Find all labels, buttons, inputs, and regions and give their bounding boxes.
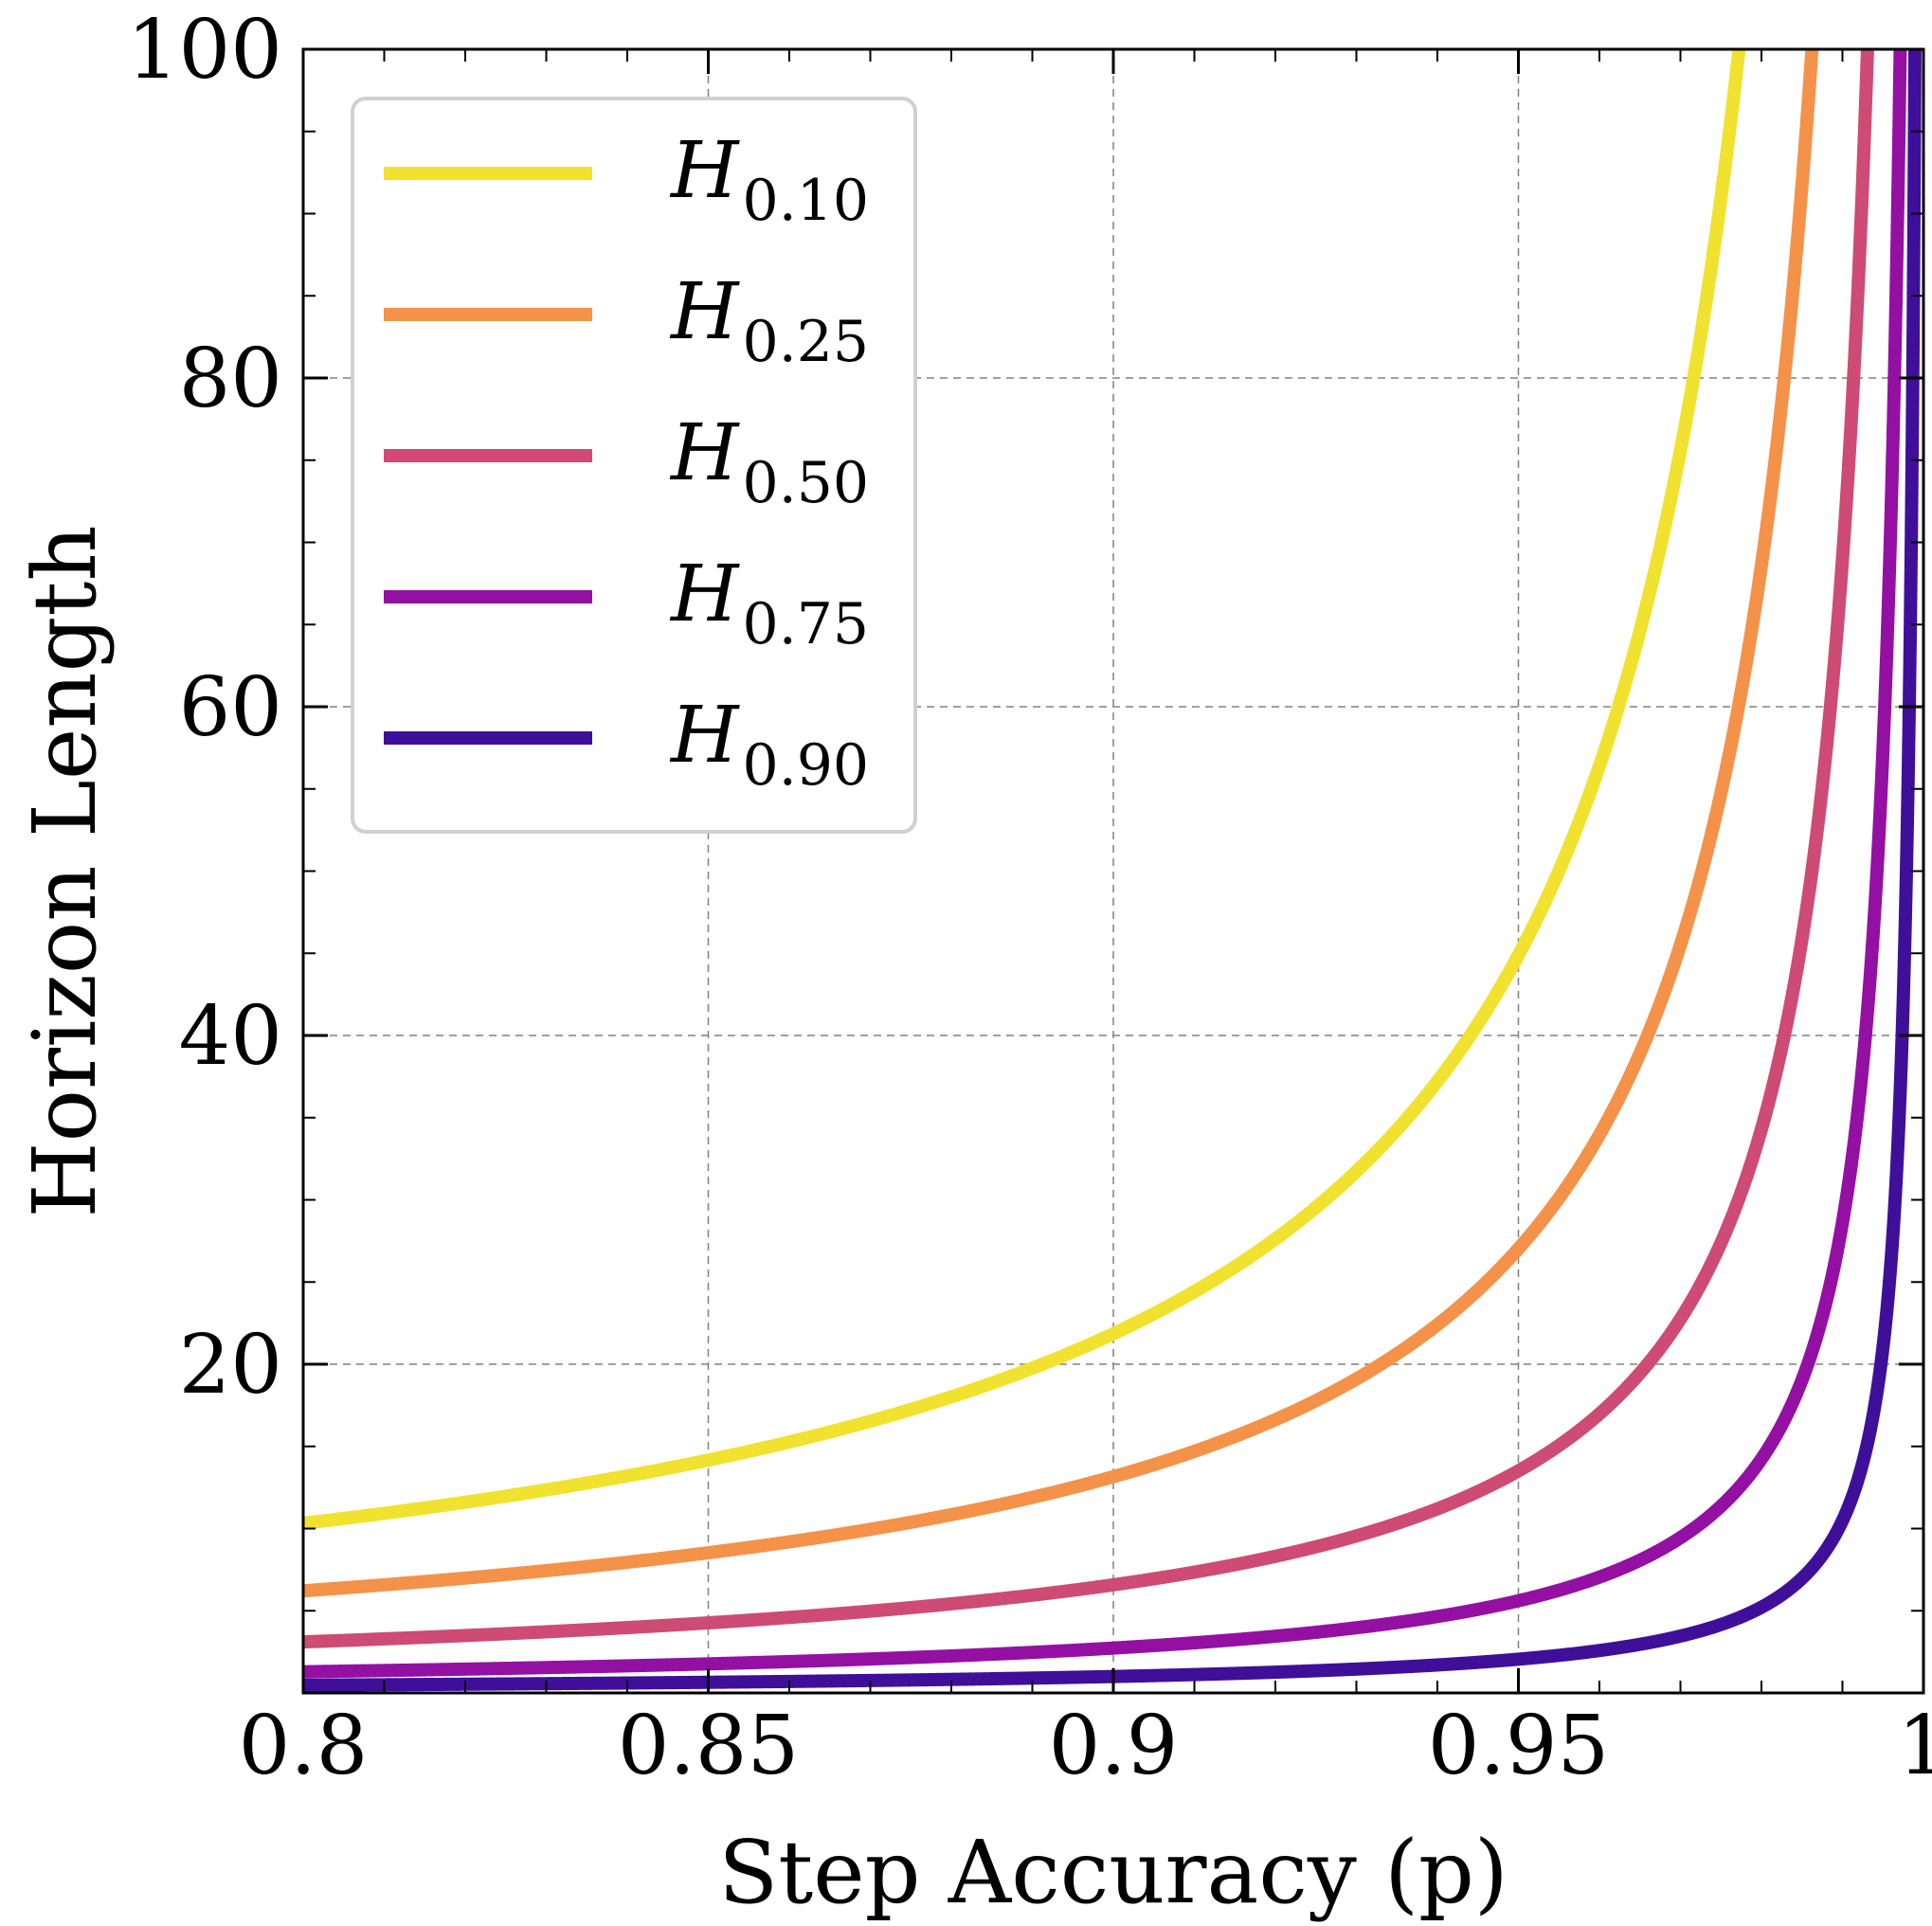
y-tick-label: 20 [179, 1318, 282, 1413]
legend-label-0-75: H0.75 [669, 549, 869, 657]
y-axis-title: Horizon Length [14, 525, 116, 1217]
legend: H0.10 H0.25 H0.50 H0.75 H0.90 [351, 97, 917, 834]
x-tick-label: 0.95 [1428, 1699, 1609, 1793]
y-tick-label: 80 [179, 332, 282, 426]
legend-label-0-10: H0.10 [669, 126, 869, 234]
ticks [301, 47, 1925, 1693]
legend-box [351, 97, 917, 834]
series-line-0-90 [303, 49, 1922, 1692]
tick-labels: 0.8 0.85 0.9 0.95 1 20 40 60 80 100 [127, 3, 1932, 1793]
y-tick-label: 100 [127, 3, 282, 98]
series-line-0-25 [303, 49, 1819, 1598]
legend-label-0-90: H0.90 [669, 691, 869, 799]
series-line-0-75 [303, 49, 1907, 1679]
x-axis-title: Step Accuracy (p) [718, 1822, 1508, 1923]
series-line-0-10 [303, 49, 1746, 1530]
legend-label-0-25: H0.25 [669, 267, 869, 375]
x-tick-label: 1 [1898, 1699, 1932, 1793]
x-tick-label: 0.8 [239, 1699, 369, 1793]
legend-label-0-50: H0.50 [669, 408, 869, 516]
y-tick-label: 60 [179, 660, 282, 755]
x-tick-label: 0.9 [1049, 1699, 1179, 1793]
x-tick-label: 0.85 [618, 1699, 799, 1793]
y-tick-label: 40 [179, 989, 282, 1084]
series-lines [303, 49, 1922, 1692]
series-line-0-50 [303, 49, 1874, 1649]
